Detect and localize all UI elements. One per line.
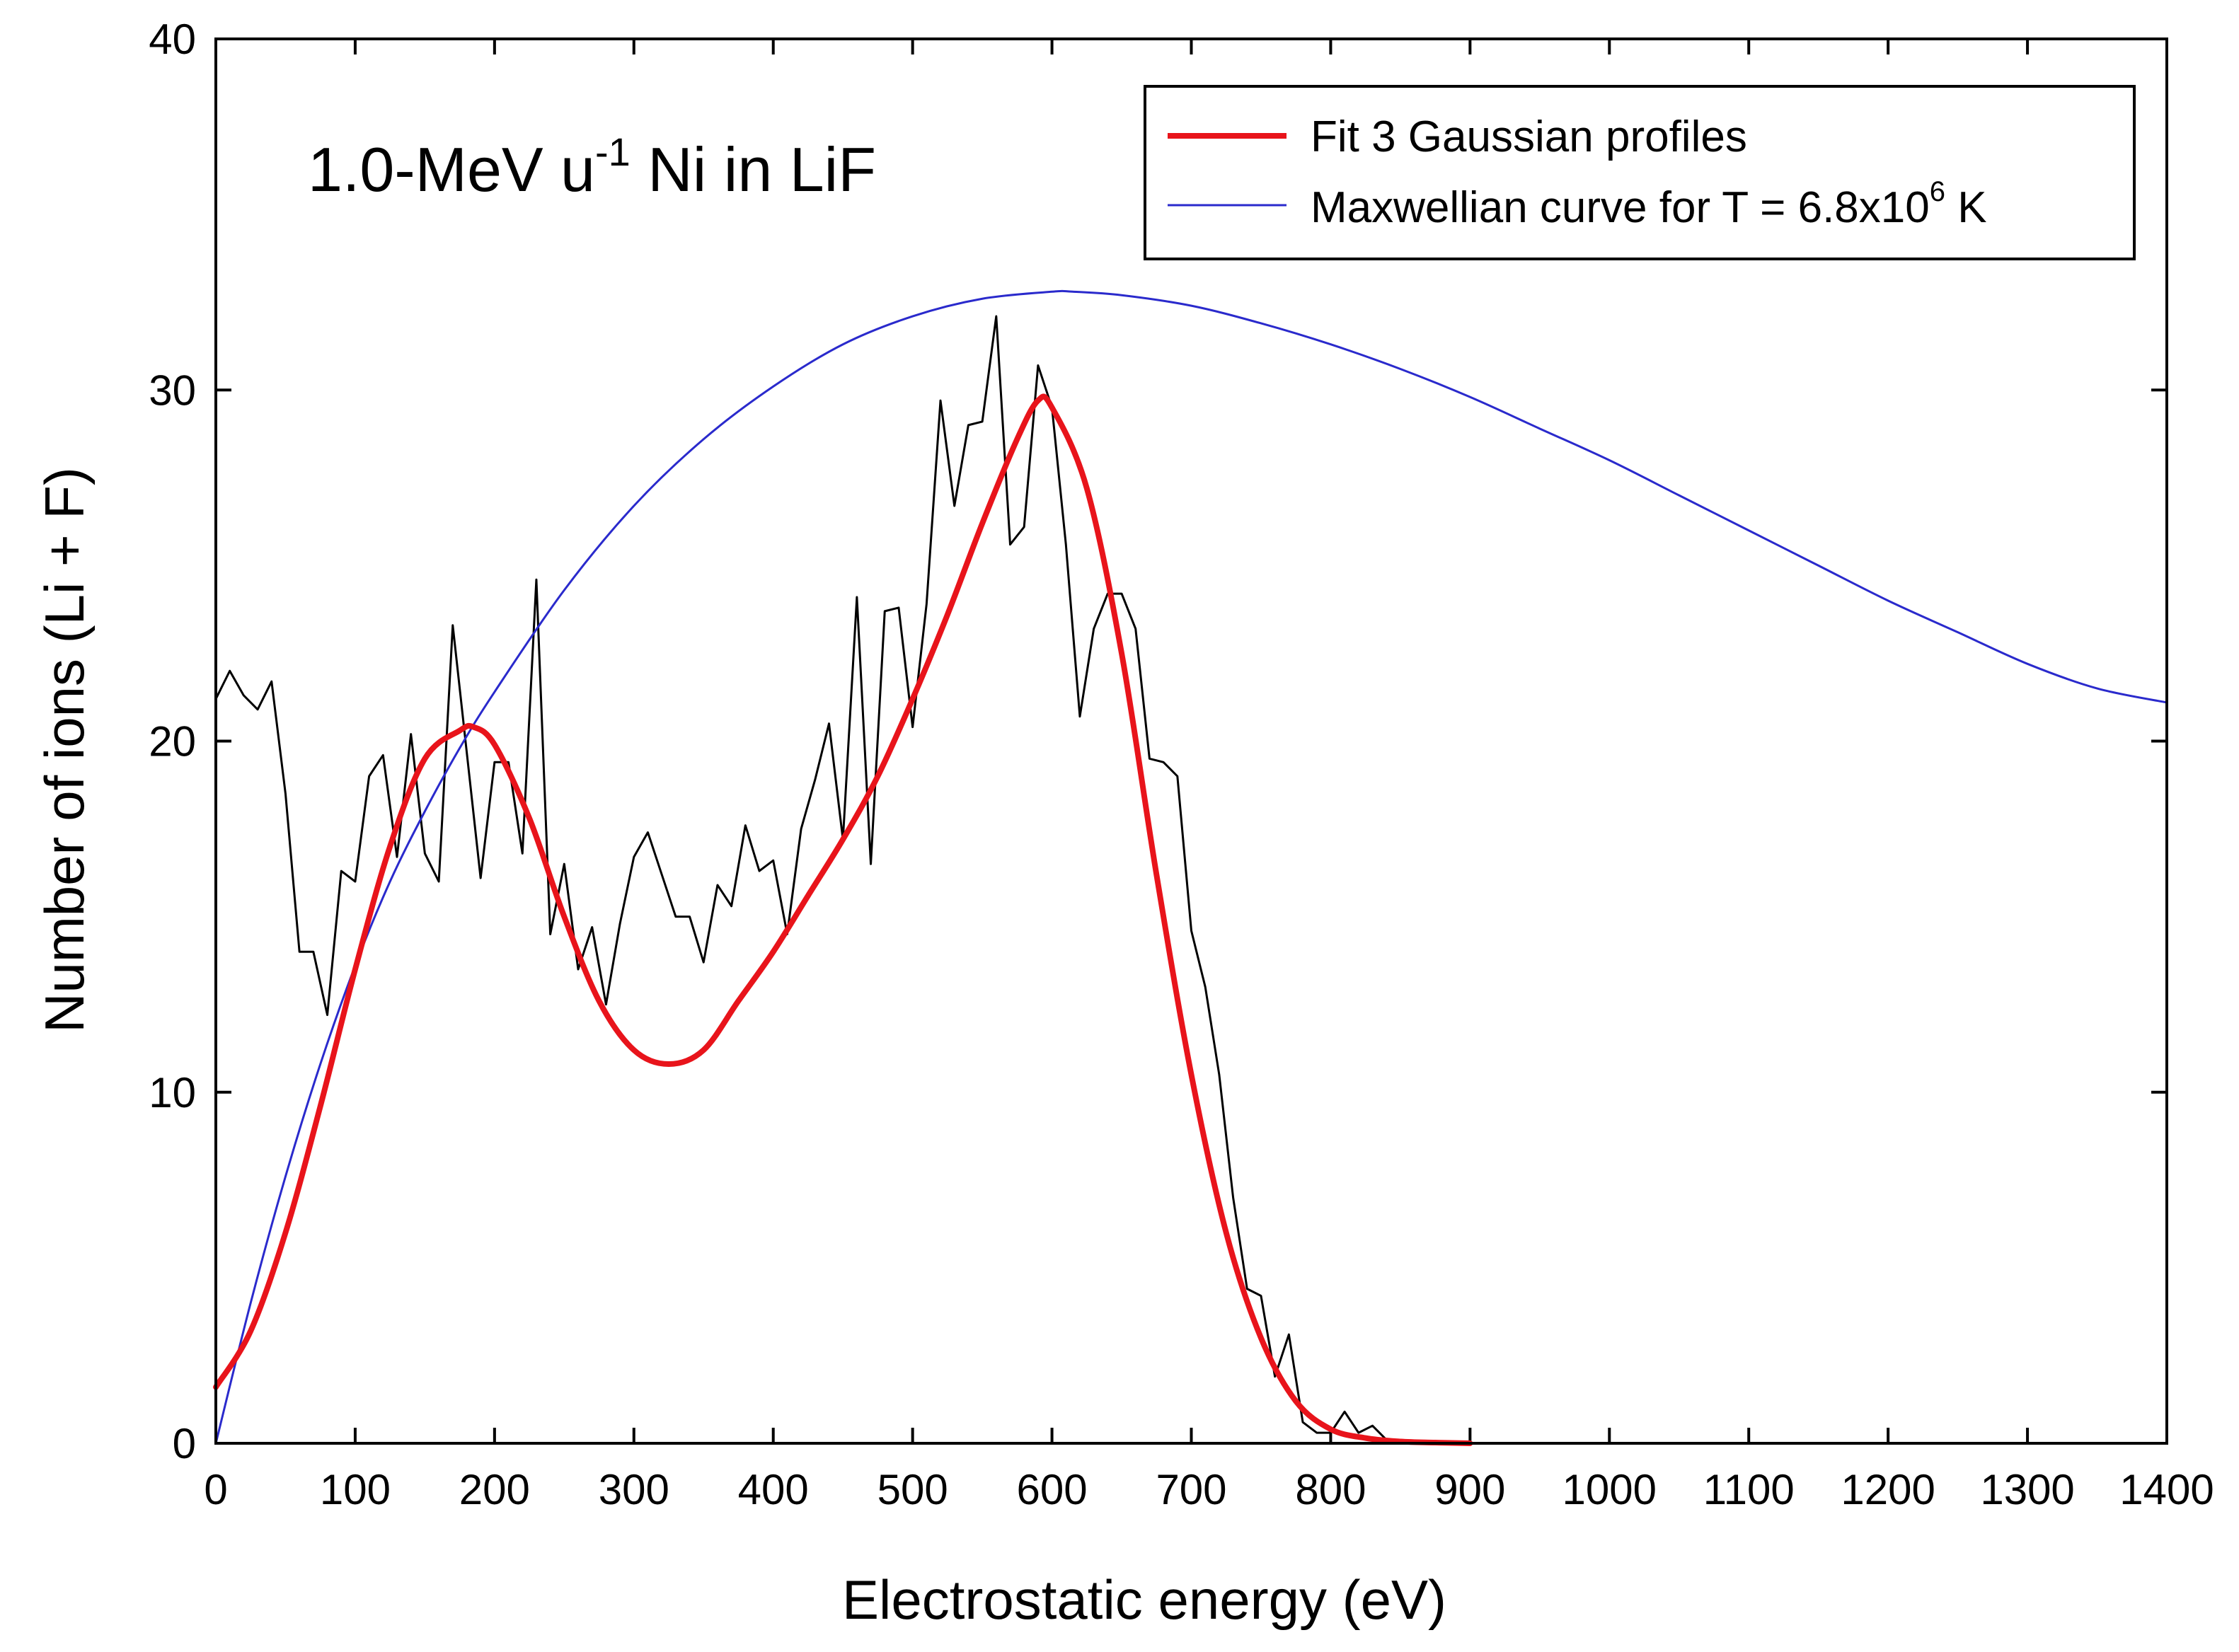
- y-axis-title: Number of ions (Li + F): [33, 467, 96, 1033]
- x-tick-label: 800: [1295, 1466, 1366, 1513]
- y-tick-label: 20: [149, 718, 196, 766]
- y-tick-label: 10: [149, 1069, 196, 1116]
- x-tick-label: 1000: [1562, 1466, 1657, 1513]
- annotation-prefix: 1.0-MeV u: [308, 134, 595, 204]
- series-maxwellian: [214, 289, 2168, 1445]
- annotation-suffix: Ni in LiF: [631, 134, 876, 204]
- legend-maxwellian-prefix: Maxwellian curve for T = 6.8x10: [1311, 183, 1930, 232]
- series-fit: [213, 393, 1473, 1446]
- x-axis-ticks: 0 100 200 300 400 500 600 700 800 900 1000 1100 1200…: [204, 39, 2214, 1513]
- annotation-superscript: -1: [595, 129, 631, 174]
- y-axis-ticks: 0 10 20 30 40: [149, 16, 2167, 1467]
- x-tick-label: 300: [599, 1466, 669, 1513]
- series-measured-data: [214, 315, 1402, 1445]
- legend-maxwellian-suffix: K: [1945, 183, 1987, 232]
- x-tick-label: 600: [1017, 1466, 1088, 1513]
- y-tick-label: 40: [149, 16, 196, 63]
- x-tick-label: 500: [877, 1466, 948, 1513]
- x-tick-label: 1100: [1703, 1466, 1795, 1513]
- y-tick-label: 30: [149, 366, 196, 414]
- x-tick-label: 1200: [1841, 1466, 1935, 1513]
- x-tick-label: 1400: [2119, 1466, 2214, 1513]
- legend-label-maxwellian: Maxwellian curve for T = 6.8x106 K: [1311, 176, 1987, 232]
- x-axis-title: Electrostatic energy (eV): [842, 1569, 1446, 1631]
- y-tick-label: 0: [173, 1420, 196, 1467]
- plot-frame: [214, 37, 2168, 1445]
- chart-annotation: 1.0-MeV u-1 Ni in LiF: [308, 129, 876, 204]
- x-tick-label: 400: [738, 1466, 809, 1513]
- x-tick-label: 0: [204, 1466, 227, 1513]
- legend-label-fit: Fit 3 Gaussian profiles: [1311, 112, 1747, 161]
- series-layer: [213, 289, 2168, 1446]
- legend: Fit 3 Gaussian profiles Maxwellian curve…: [1144, 85, 2136, 260]
- legend-box: [1144, 85, 2136, 260]
- x-tick-label: 1300: [1980, 1466, 2074, 1513]
- legend-maxwellian-superscript: 6: [1930, 176, 1945, 207]
- x-tick-label: 100: [320, 1466, 391, 1513]
- x-tick-label: 700: [1156, 1466, 1226, 1513]
- x-tick-label: 900: [1434, 1466, 1505, 1513]
- x-tick-label: 200: [459, 1466, 530, 1513]
